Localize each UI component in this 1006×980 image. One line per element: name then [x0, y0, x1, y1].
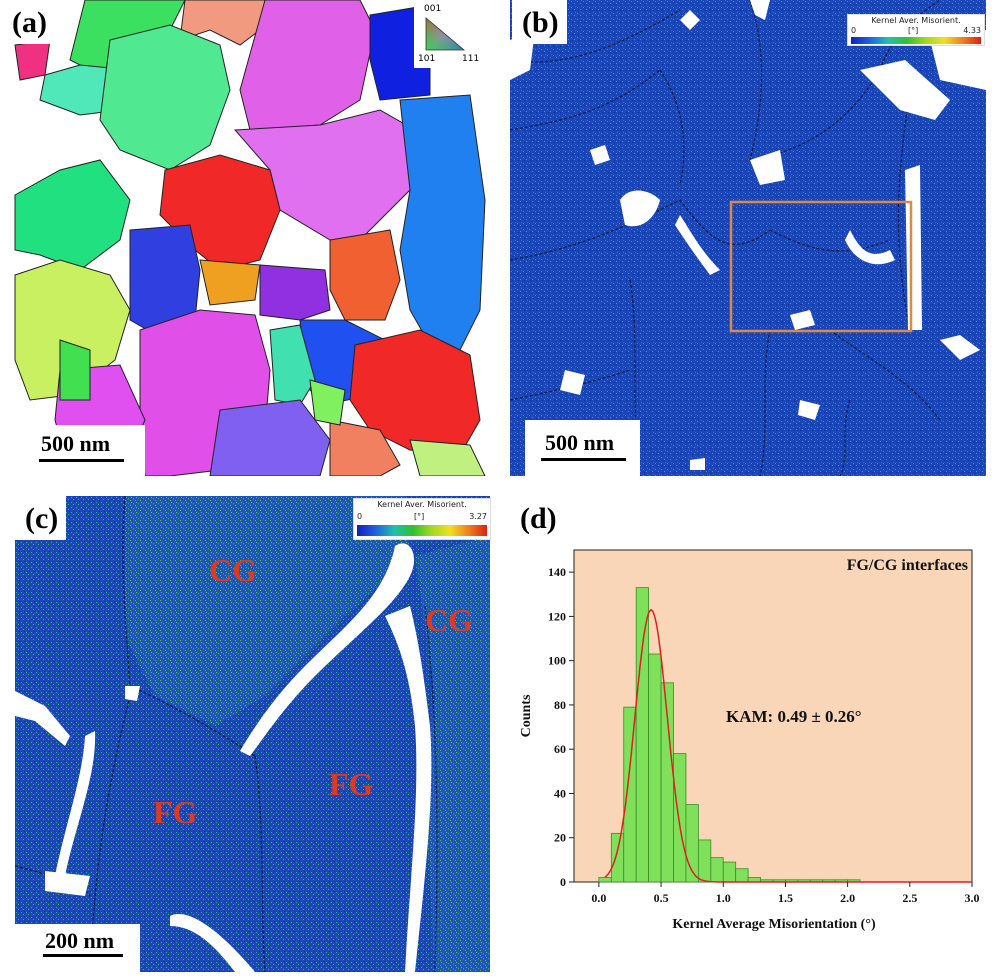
ipf-color-key: 001 101 111	[414, 4, 484, 68]
legend-title-c: Kernel Aver. Misorient.	[377, 500, 467, 509]
grain-label-cg-2: CG	[425, 602, 473, 638]
histogram-bar	[697, 839, 712, 883]
scale-label-a: 500 nm	[41, 431, 111, 456]
histogram-bar	[735, 868, 749, 883]
legend-title-b: Kernel Aver. Misorient.	[871, 16, 961, 25]
scale-bar-a	[39, 459, 124, 462]
gaussian-fit-curve	[604, 608, 972, 883]
panel-a-label: (a)	[2, 0, 55, 44]
x-tick-label: 2.0	[840, 891, 855, 905]
kam-legend-b: Kernel Aver. Misorient. 0 [°] 4.33	[847, 14, 985, 46]
scale-bar-b	[541, 458, 626, 461]
histogram-bar	[635, 587, 650, 883]
panel-b-label: (b)	[512, 0, 567, 44]
histogram-bar	[610, 832, 625, 883]
panel-d-label: (d)	[510, 496, 565, 540]
y-tick-label: 120	[548, 609, 566, 623]
histogram-bar	[648, 653, 662, 883]
legend-unit-b: [°]	[908, 26, 919, 35]
x-tick-label: 0.0	[591, 891, 606, 905]
y-tick-label: 40	[554, 786, 566, 800]
ipf-key-001-label: 001	[424, 4, 442, 14]
histogram-bar	[722, 861, 737, 883]
x-tick-label: 3.0	[965, 891, 980, 905]
y-axis-title: Counts	[519, 694, 534, 737]
histogram-bar	[673, 753, 687, 883]
roi-box	[729, 200, 913, 333]
legend-max-b: 4.33	[963, 26, 981, 35]
legend-max-c: 3.27	[469, 512, 487, 521]
panel-d: (d) 0.0 0.5 1.0 1.5 2.0 2.5 3.0 0 20 40 60 80 100 12…	[510, 496, 1000, 980]
ipf-key-101-label: 101	[418, 54, 436, 64]
grain-label-fg-2: FG	[329, 766, 374, 802]
scale-bar-c	[43, 954, 123, 957]
kam-annotation: KAM: 0.49 ± 0.26°	[726, 707, 862, 726]
ipf-key-111-label: 111	[462, 54, 480, 64]
y-tick-label: 140	[548, 565, 566, 579]
legend-min-b: 0	[851, 26, 857, 35]
y-tick-label: 20	[554, 831, 566, 845]
scale-label-c: 200 nm	[45, 928, 115, 953]
grain-label-fg-1: FG	[153, 794, 198, 830]
histogram-bar	[598, 877, 612, 883]
legend-colorbar-c	[357, 525, 487, 536]
panel-c-label: (c)	[15, 496, 67, 540]
x-tick-label: 0.5	[654, 891, 669, 905]
y-tick-label: 100	[548, 654, 566, 668]
legend-unit-c: [°]	[414, 512, 425, 521]
panel-b: (b) Kernel Aver. Misorient. 0 [°] 4.33 5…	[510, 0, 986, 476]
legend-colorbar-b	[851, 37, 981, 44]
y-tick-label: 80	[554, 698, 566, 712]
x-axis-title: Kernel Average Misorientation (°)	[672, 917, 876, 932]
scale-label-b: 500 nm	[545, 430, 615, 455]
ipf-grain-map	[0, 0, 490, 476]
ipf-triangle-icon	[425, 17, 466, 51]
y-tick-label: 0	[560, 875, 566, 889]
histogram-bar	[623, 706, 637, 883]
y-tick-label: 60	[554, 742, 566, 756]
chart-title: FG/CG interfaces	[847, 557, 968, 574]
kam-map-c	[15, 496, 490, 972]
histogram-bar	[710, 857, 724, 883]
kam-legend-c: Kernel Aver. Misorient. 0 [°] 3.27	[353, 498, 491, 540]
kam-map-b	[510, 0, 986, 476]
x-tick-label: 1.0	[716, 891, 731, 905]
kam-histogram-chart: 0.0 0.5 1.0 1.5 2.0 2.5 3.0 0 20 40 60 80 100 120 140…	[519, 549, 980, 932]
scale-box-b: 500 nm	[525, 420, 640, 476]
x-tick-label: 2.5	[902, 891, 917, 905]
scale-box-c: 200 nm	[15, 924, 140, 972]
panel-c: (c) Kernel Aver. Misorient. 0 [°] 3.27 C…	[15, 496, 491, 972]
x-tick-label: 1.5	[778, 891, 793, 905]
grain-label-cg-1: CG	[209, 552, 257, 588]
legend-min-c: 0	[357, 512, 363, 521]
scale-box-a: 500 nm	[15, 425, 145, 476]
panel-a: (a) 001 101 111 500 nm	[0, 0, 490, 476]
